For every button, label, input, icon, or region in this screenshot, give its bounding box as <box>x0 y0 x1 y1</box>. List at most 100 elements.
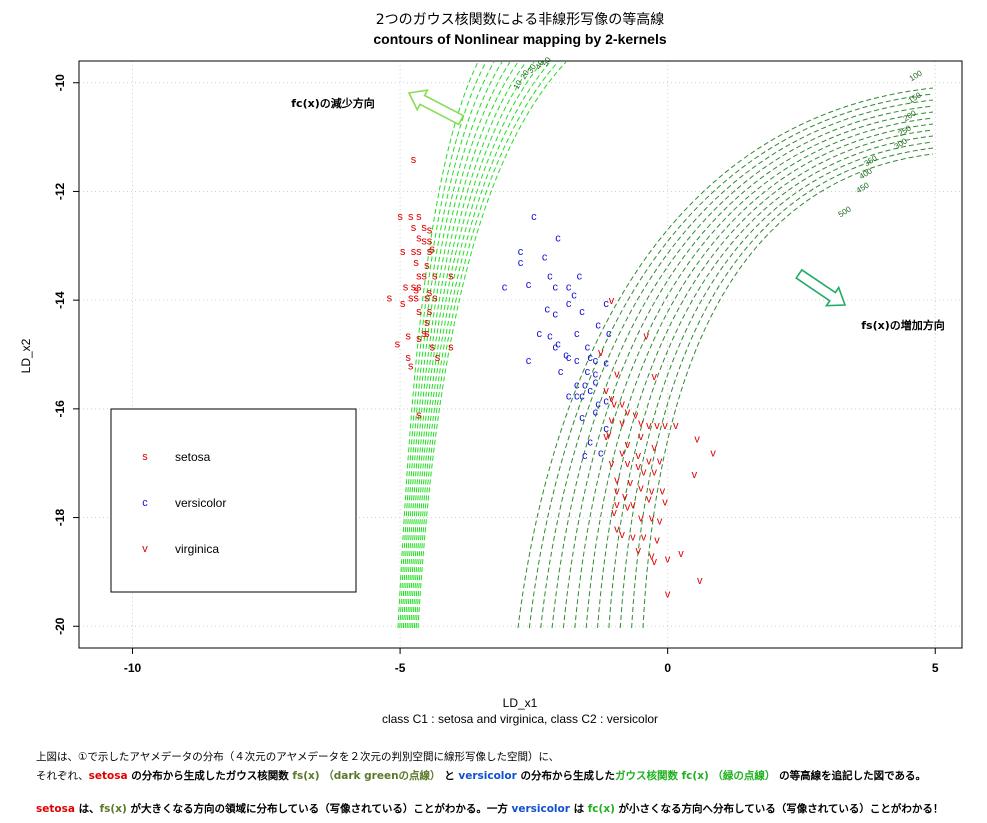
fc-contour-line <box>410 61 535 629</box>
fc-decrease-arrow <box>407 89 465 126</box>
point-s: s <box>416 409 422 421</box>
x-axis: -10 -5 0 5 <box>124 648 939 675</box>
point-c: c <box>577 271 583 283</box>
point-c: c <box>553 309 559 321</box>
point-s: s <box>427 306 433 318</box>
point-v: v <box>638 417 644 429</box>
point-c: c <box>553 282 559 294</box>
caption-span: versicolor <box>511 803 570 815</box>
caption-span: の等高線を追記した図である。 <box>775 770 926 782</box>
point-c: c <box>598 447 604 459</box>
chart-subtitle: contours of Nonlinear mapping by 2-kerne… <box>373 31 666 47</box>
point-v: v <box>657 455 663 467</box>
point-v: v <box>609 393 615 405</box>
point-v: v <box>649 485 655 497</box>
point-c: c <box>545 303 551 315</box>
point-v: v <box>614 485 620 497</box>
point-v: v <box>609 458 615 470</box>
point-v: v <box>625 458 631 470</box>
point-c: c <box>566 352 572 364</box>
direction-arrows: fc(x)の減少方向 fs(x)の増加方向 <box>291 89 945 332</box>
fs-contour-line <box>517 87 934 629</box>
caption-span: は <box>569 803 588 815</box>
caption-span: setosa <box>88 770 128 782</box>
point-v: v <box>662 496 668 508</box>
fs-contour-level: 300 <box>893 136 910 151</box>
point-c: c <box>542 252 548 264</box>
point-c: c <box>547 271 553 283</box>
y-axis-label: LD_x2 <box>19 338 33 373</box>
scatter-plot: 2つのガウス核関数による非線形写像の等高線 contours of Nonlin… <box>19 11 963 726</box>
point-s: s <box>411 222 417 234</box>
point-c: c <box>563 350 569 362</box>
x-axis-sublabel: class C1 : setosa and virginica, class C… <box>382 712 658 726</box>
point-s: s <box>411 154 417 166</box>
point-s: s <box>427 224 433 236</box>
contour-lines <box>397 61 934 629</box>
point-c: c <box>558 366 564 378</box>
fs-contour-line <box>619 141 934 629</box>
fc-direction-label: fc(x)の減少方向 <box>291 96 374 110</box>
fc-contour-line <box>402 61 503 629</box>
point-v: v <box>652 371 658 383</box>
caption-line-3: setosa は、fs(x) が大きくなる方向の領域に分布している（写像されてい… <box>36 800 981 819</box>
point-c: c <box>526 355 532 367</box>
point-s: s <box>432 271 438 283</box>
point-c: c <box>587 436 593 448</box>
point-v: v <box>652 556 658 568</box>
point-v: v <box>619 398 625 410</box>
point-v: v <box>657 515 663 527</box>
point-v: v <box>635 461 641 473</box>
fs-contour-line <box>585 123 934 629</box>
point-v: v <box>673 420 679 432</box>
y-tick-label: -20 <box>53 617 67 635</box>
point-v: v <box>625 502 631 514</box>
point-v: v <box>603 431 609 443</box>
point-v: v <box>654 534 660 546</box>
legend-label: setosa <box>175 450 211 464</box>
caption-line-2: それぞれ、setosa の分布から生成したガウス核関数 fs(x) （dark … <box>36 767 981 786</box>
point-s: s <box>427 287 433 299</box>
point-s: s <box>429 244 435 256</box>
point-v: v <box>652 442 658 454</box>
point-v: v <box>692 469 698 481</box>
plot-frame <box>78 60 963 649</box>
fs-contour-line <box>562 111 934 629</box>
y-tick-label: -12 <box>53 182 67 200</box>
point-v: v <box>638 483 644 495</box>
point-c: c <box>579 390 585 402</box>
point-s: s <box>416 333 422 345</box>
point-v: v <box>649 551 655 563</box>
fs-contour-level: 500 <box>837 204 854 219</box>
point-s: s <box>411 282 417 294</box>
point-v: v <box>635 450 641 462</box>
caption-span: fs(x) <box>99 803 127 815</box>
caption-span: fs(x) （dark greenの点線） <box>292 770 441 782</box>
caption-span: の分布から生成した <box>516 770 615 782</box>
point-v: v <box>619 417 625 429</box>
legend-symbol: v <box>142 543 148 555</box>
fs-direction-label: fs(x)の増加方向 <box>861 318 944 332</box>
caption-span: と <box>440 770 459 782</box>
point-c: c <box>582 379 588 391</box>
point-c: c <box>547 330 553 342</box>
point-s: s <box>416 246 422 258</box>
point-s: s <box>397 211 403 223</box>
point-s: s <box>448 271 454 283</box>
point-c: c <box>531 211 537 223</box>
point-c: c <box>526 279 532 291</box>
point-v: v <box>611 507 617 519</box>
point-s: s <box>421 235 427 247</box>
point-c: c <box>579 412 585 424</box>
x-tick-label: 0 <box>664 661 671 675</box>
point-c: c <box>587 385 593 397</box>
fs-contour-line <box>608 135 934 629</box>
point-s: s <box>416 282 422 294</box>
point-v: v <box>649 513 655 525</box>
point-s: s <box>405 352 411 364</box>
point-v: v <box>638 431 644 443</box>
point-c: c <box>603 423 609 435</box>
point-s: s <box>429 341 435 353</box>
point-v: v <box>641 466 647 478</box>
